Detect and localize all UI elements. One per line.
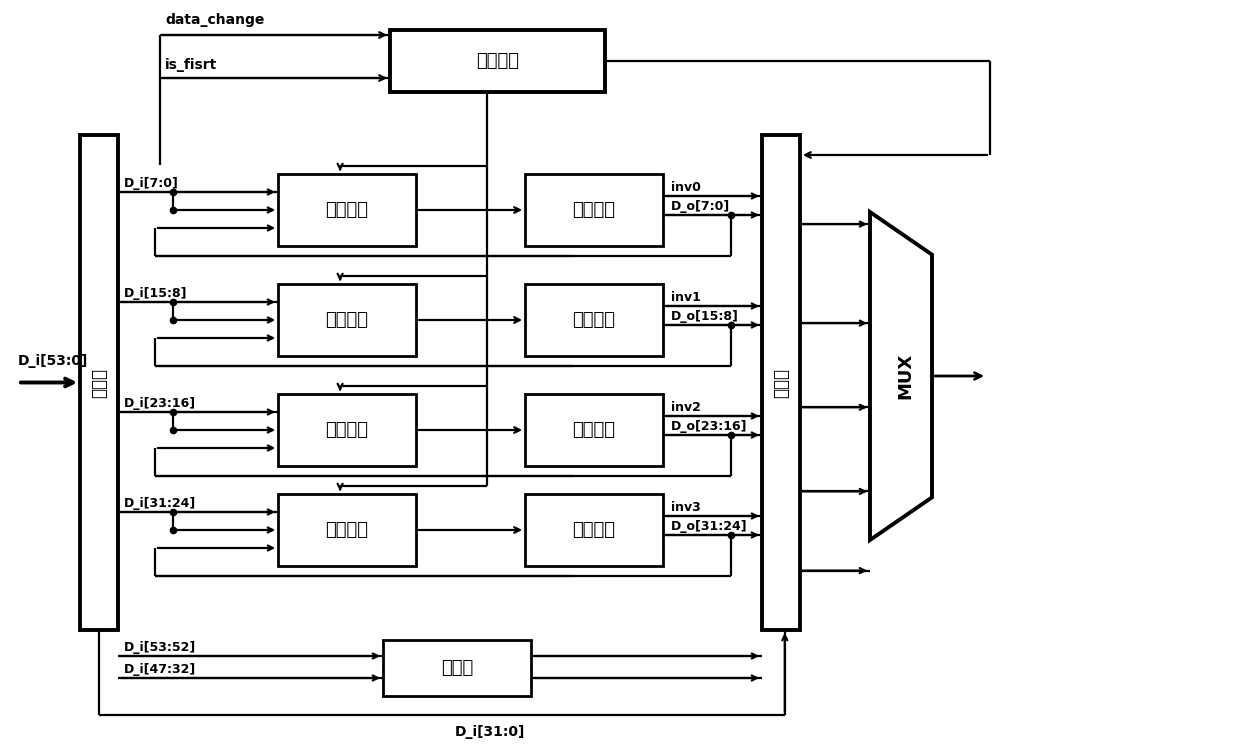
Text: 数据翁转: 数据翁转 — [573, 421, 615, 439]
Bar — [525, 494, 663, 566]
Text: D_i[53:0]: D_i[53:0] — [19, 354, 88, 368]
Text: D_o[7:0]: D_o[7:0] — [671, 200, 730, 213]
Text: MUX: MUX — [897, 353, 914, 399]
Text: 格雷码: 格雷码 — [441, 659, 474, 677]
Text: 汉明距离: 汉明距离 — [325, 201, 368, 219]
Bar — [383, 640, 531, 696]
Text: inv2: inv2 — [671, 401, 701, 414]
Bar — [525, 284, 663, 356]
Text: is_fisrt: is_fisrt — [165, 58, 217, 72]
Text: 数据翁转: 数据翁转 — [573, 521, 615, 539]
Text: 组装器: 组装器 — [773, 368, 790, 397]
Text: inv1: inv1 — [671, 291, 701, 304]
Bar — [81, 135, 118, 630]
Text: 数据翁转: 数据翁转 — [573, 201, 615, 219]
Bar — [763, 135, 800, 630]
Bar — [391, 30, 605, 92]
Text: 汉明距离: 汉明距离 — [325, 421, 368, 439]
Text: 数据翁转: 数据翁转 — [573, 311, 615, 329]
Text: D_i[53:52]: D_i[53:52] — [124, 641, 196, 654]
Bar — [525, 394, 663, 466]
Text: D_i[23:16]: D_i[23:16] — [124, 397, 196, 410]
Text: 汉明距离: 汉明距离 — [325, 521, 368, 539]
Text: inv0: inv0 — [671, 181, 701, 194]
Polygon shape — [870, 212, 932, 540]
Bar — [278, 174, 415, 246]
Bar — [525, 174, 663, 246]
Text: D_i[31:0]: D_i[31:0] — [455, 725, 526, 739]
Text: D_i[47:32]: D_i[47:32] — [124, 663, 196, 676]
Text: inv3: inv3 — [671, 501, 701, 514]
Text: D_o[31:24]: D_o[31:24] — [671, 520, 748, 533]
Text: 总控逻辑: 总控逻辑 — [476, 52, 520, 70]
Text: data_change: data_change — [165, 13, 264, 27]
Text: D_i[7:0]: D_i[7:0] — [124, 177, 179, 190]
Bar — [278, 284, 415, 356]
Text: 分拆器: 分拆器 — [91, 368, 108, 397]
Text: 汉明距离: 汉明距离 — [325, 311, 368, 329]
Text: D_o[15:8]: D_o[15:8] — [671, 310, 739, 323]
Text: D_i[15:8]: D_i[15:8] — [124, 287, 187, 300]
Bar — [278, 394, 415, 466]
Text: D_i[31:24]: D_i[31:24] — [124, 497, 196, 510]
Bar — [278, 494, 415, 566]
Text: D_o[23:16]: D_o[23:16] — [671, 420, 748, 433]
